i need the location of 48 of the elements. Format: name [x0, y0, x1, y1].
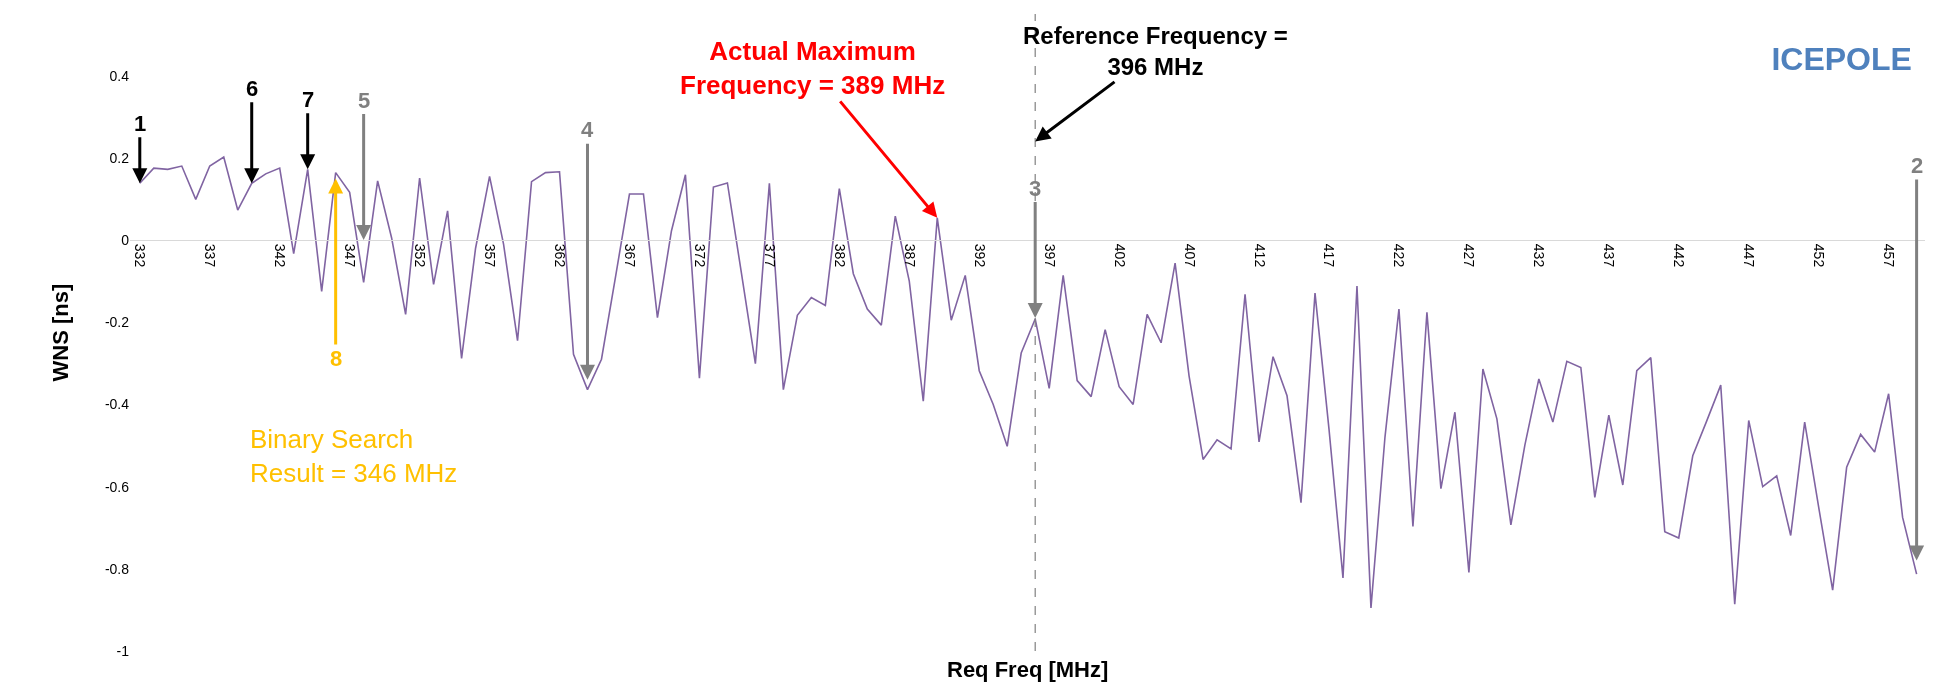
annotation: 6 — [246, 76, 259, 101]
x-tick-label: 447 — [1741, 243, 1758, 268]
x-tick-label: 387 — [901, 243, 918, 268]
x-tick-label: 362 — [551, 243, 568, 268]
y-tick-label: 0.4 — [109, 67, 130, 84]
y-axis-title: WNS [ns] — [47, 283, 73, 382]
annotation: 3 — [1029, 176, 1042, 201]
x-tick-label: 372 — [691, 243, 708, 268]
annotation: 4 — [581, 117, 594, 142]
x-tick-label: 332 — [132, 243, 149, 268]
x-tick-label: 342 — [272, 243, 289, 268]
y-tick-label: -0.8 — [104, 560, 130, 577]
y-tick-label: -0.6 — [104, 478, 130, 495]
x-tick-label: 407 — [1181, 243, 1198, 268]
annotation: 8 — [330, 346, 343, 371]
x-tick-label: 417 — [1321, 243, 1338, 268]
y-tick-label: -1 — [116, 642, 130, 659]
x-tick-label: 367 — [621, 243, 638, 268]
x-tick-label: 357 — [482, 243, 499, 268]
x-tick-label: 347 — [342, 243, 359, 268]
annotation: Reference Frequency = 396 MHz — [1023, 22, 1288, 81]
x-tick-label: 337 — [202, 243, 219, 268]
y-tick-label: 0.2 — [109, 149, 130, 166]
y-tick-label: -0.4 — [104, 396, 130, 413]
annotation: 7 — [302, 87, 315, 112]
annotation: Actual Maximum Frequency = 389 MHz — [680, 36, 946, 100]
x-tick-label: 427 — [1461, 243, 1478, 268]
x-tick-label: 437 — [1601, 243, 1618, 268]
x-tick-label: 452 — [1811, 243, 1828, 268]
annotation: Binary Search Result = 346 MHz — [250, 424, 458, 488]
annotation: 1 — [134, 111, 147, 136]
x-axis-title: Req Freq [MHz] — [947, 657, 1109, 682]
x-tick-label: 412 — [1251, 243, 1268, 268]
y-tick-label: -0.2 — [104, 314, 130, 331]
x-tick-label: 442 — [1671, 243, 1688, 268]
x-tick-label: 352 — [412, 243, 429, 268]
text: ICEPOLE — [1771, 41, 1912, 78]
x-tick-label: 457 — [1881, 243, 1898, 268]
x-tick-label: 392 — [971, 243, 988, 268]
y-tick-label: 0 — [121, 231, 130, 248]
x-tick-label: 432 — [1531, 243, 1548, 268]
annotation: 2 — [1911, 153, 1924, 178]
annotation: 5 — [358, 88, 371, 113]
x-tick-label: 382 — [831, 243, 848, 268]
x-tick-label: 397 — [1041, 243, 1058, 268]
x-tick-label: 402 — [1111, 243, 1128, 268]
x-tick-label: 377 — [761, 243, 778, 268]
x-tick-label: 422 — [1391, 243, 1408, 268]
